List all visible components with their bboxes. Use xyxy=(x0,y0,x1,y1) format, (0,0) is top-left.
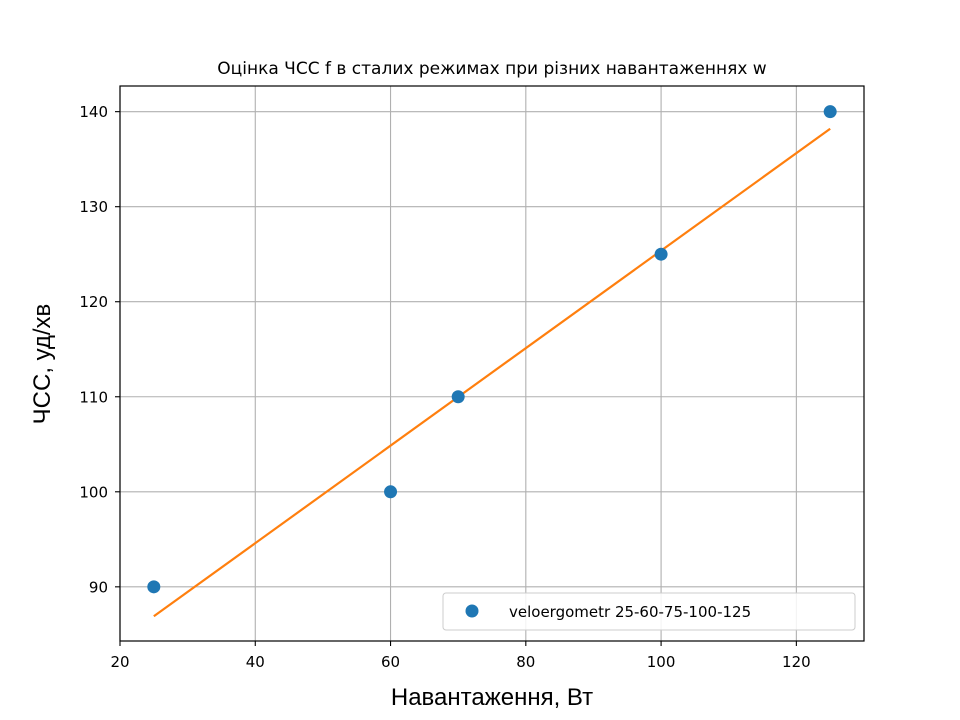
data-point xyxy=(384,485,398,499)
plot-frame xyxy=(119,85,865,642)
legend-marker xyxy=(465,604,479,618)
x-tick-label: 80 xyxy=(516,653,535,671)
y-tick-label: 110 xyxy=(79,388,108,406)
x-tick-label: 60 xyxy=(381,653,400,671)
fit-line xyxy=(153,127,831,618)
plot-data xyxy=(147,105,837,618)
y-tick-label: 140 xyxy=(79,103,108,121)
y-tick-label: 100 xyxy=(79,483,108,501)
x-axis-label: Навантаження, Вт xyxy=(391,684,593,711)
x-tick-label: 120 xyxy=(782,653,811,671)
chart-title: Оцінка ЧСС f в сталих режимах при різних… xyxy=(217,59,766,79)
y-tick-label: 120 xyxy=(79,293,108,311)
grid xyxy=(119,86,864,641)
legend-box xyxy=(442,592,856,631)
x-tick-label: 20 xyxy=(110,653,129,671)
legend-label: veloergometr 25-60-75-100-125 xyxy=(509,603,751,621)
legend: veloergometr 25-60-75-100-125 xyxy=(442,592,856,631)
y-tick-label: 130 xyxy=(79,198,108,216)
data-point xyxy=(147,580,161,594)
data-point xyxy=(823,105,837,119)
ticks: 20 40 60 80 100 120 90 100 110 120 130 140 xyxy=(79,103,810,671)
data-point xyxy=(451,390,465,404)
y-tick-label: 90 xyxy=(89,578,108,596)
x-tick-label: 100 xyxy=(647,653,676,671)
data-point xyxy=(654,247,668,261)
y-axis-label: ЧСС, уд/хв xyxy=(29,304,56,425)
x-tick-label: 40 xyxy=(246,653,265,671)
